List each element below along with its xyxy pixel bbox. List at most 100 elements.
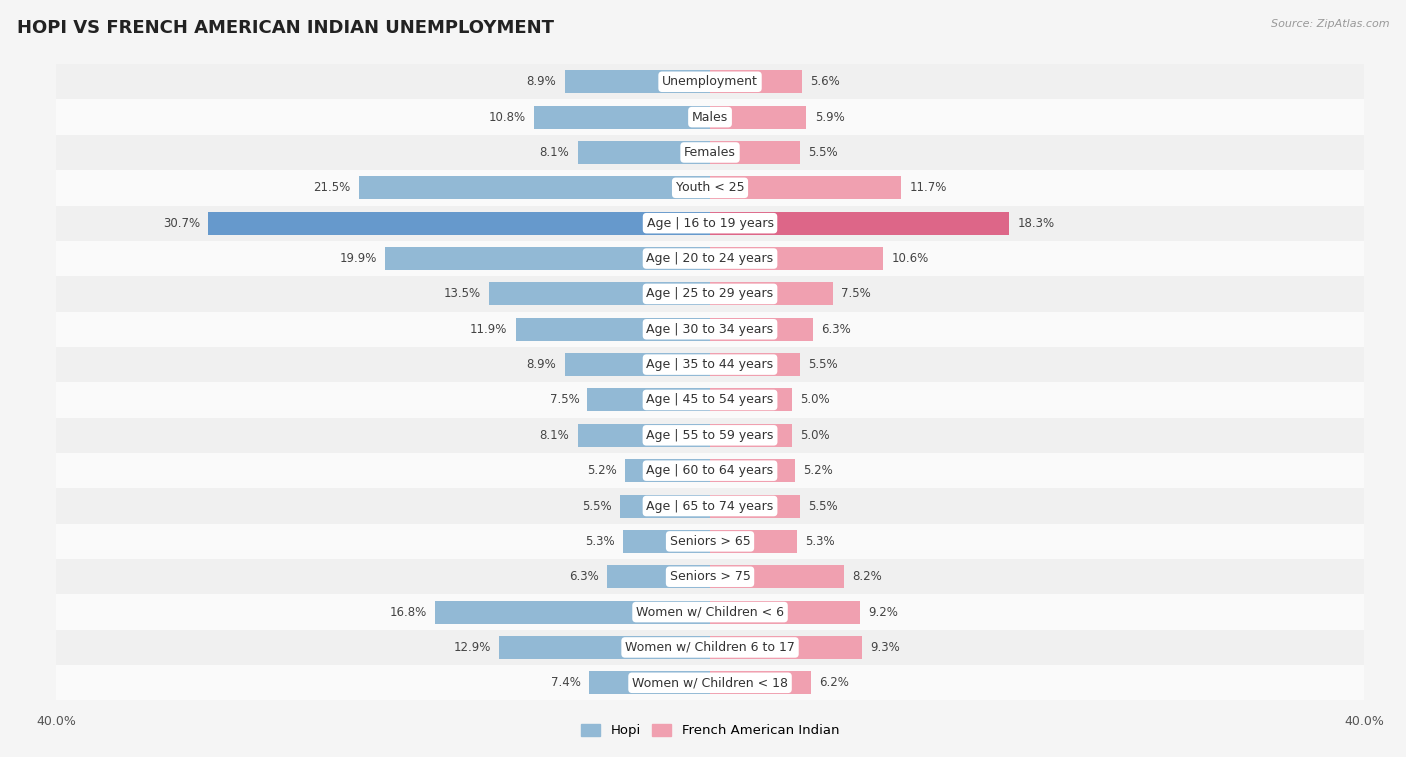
Bar <box>436 600 710 624</box>
Bar <box>56 453 1364 488</box>
Bar <box>56 170 1364 205</box>
Text: Seniors > 65: Seniors > 65 <box>669 535 751 548</box>
Bar <box>56 241 1364 276</box>
Text: 8.1%: 8.1% <box>540 146 569 159</box>
Bar <box>623 530 710 553</box>
Text: 5.3%: 5.3% <box>804 535 834 548</box>
Text: 8.1%: 8.1% <box>540 428 569 442</box>
Text: 21.5%: 21.5% <box>314 182 350 195</box>
Bar <box>710 282 832 305</box>
Bar <box>56 382 1364 418</box>
Text: 6.3%: 6.3% <box>569 570 599 583</box>
Bar <box>710 141 800 164</box>
Bar <box>589 671 710 694</box>
Bar <box>710 212 1010 235</box>
Bar <box>489 282 710 305</box>
Text: Age | 20 to 24 years: Age | 20 to 24 years <box>647 252 773 265</box>
Text: Males: Males <box>692 111 728 123</box>
Text: Age | 65 to 74 years: Age | 65 to 74 years <box>647 500 773 512</box>
Bar <box>710 70 801 93</box>
Bar <box>56 665 1364 700</box>
Text: 30.7%: 30.7% <box>163 217 200 229</box>
Text: 5.6%: 5.6% <box>810 75 839 89</box>
Bar <box>56 524 1364 559</box>
Text: 19.9%: 19.9% <box>339 252 377 265</box>
Bar <box>626 459 710 482</box>
Text: 6.2%: 6.2% <box>820 676 849 690</box>
Text: 5.2%: 5.2% <box>803 464 832 477</box>
Text: Age | 45 to 54 years: Age | 45 to 54 years <box>647 394 773 407</box>
Text: 9.2%: 9.2% <box>869 606 898 618</box>
Text: 11.9%: 11.9% <box>470 322 508 336</box>
Bar <box>710 247 883 270</box>
Text: 5.5%: 5.5% <box>808 146 838 159</box>
Bar <box>710 600 860 624</box>
Text: Age | 60 to 64 years: Age | 60 to 64 years <box>647 464 773 477</box>
Text: Women w/ Children < 6: Women w/ Children < 6 <box>636 606 785 618</box>
Text: 13.5%: 13.5% <box>444 288 481 301</box>
Bar <box>359 176 710 199</box>
Legend: Hopi, French American Indian: Hopi, French American Indian <box>575 718 845 743</box>
Text: Youth < 25: Youth < 25 <box>676 182 744 195</box>
Text: Females: Females <box>685 146 735 159</box>
Bar <box>56 205 1364 241</box>
Text: 10.6%: 10.6% <box>891 252 929 265</box>
Bar <box>607 565 710 588</box>
Bar <box>56 630 1364 665</box>
Bar <box>208 212 710 235</box>
Bar <box>565 70 710 93</box>
Bar <box>710 494 800 518</box>
Bar <box>56 418 1364 453</box>
Text: 5.5%: 5.5% <box>808 358 838 371</box>
Text: Age | 30 to 34 years: Age | 30 to 34 years <box>647 322 773 336</box>
Text: 11.7%: 11.7% <box>910 182 946 195</box>
Bar <box>56 135 1364 170</box>
Text: 5.5%: 5.5% <box>582 500 612 512</box>
Text: Age | 35 to 44 years: Age | 35 to 44 years <box>647 358 773 371</box>
Bar <box>56 347 1364 382</box>
Text: HOPI VS FRENCH AMERICAN INDIAN UNEMPLOYMENT: HOPI VS FRENCH AMERICAN INDIAN UNEMPLOYM… <box>17 19 554 37</box>
Bar <box>578 141 710 164</box>
Bar <box>56 594 1364 630</box>
Text: 5.3%: 5.3% <box>586 535 616 548</box>
Text: 5.0%: 5.0% <box>800 394 830 407</box>
Bar <box>56 312 1364 347</box>
Text: Unemployment: Unemployment <box>662 75 758 89</box>
Bar <box>710 565 844 588</box>
Bar <box>710 106 807 129</box>
Bar <box>499 636 710 659</box>
Text: Women w/ Children < 18: Women w/ Children < 18 <box>633 676 787 690</box>
Bar <box>533 106 710 129</box>
Bar <box>710 459 794 482</box>
Text: 9.3%: 9.3% <box>870 641 900 654</box>
Text: Age | 16 to 19 years: Age | 16 to 19 years <box>647 217 773 229</box>
Text: Age | 55 to 59 years: Age | 55 to 59 years <box>647 428 773 442</box>
Text: Seniors > 75: Seniors > 75 <box>669 570 751 583</box>
Text: 12.9%: 12.9% <box>454 641 491 654</box>
Bar <box>710 671 811 694</box>
Bar <box>710 530 797 553</box>
Text: 18.3%: 18.3% <box>1018 217 1054 229</box>
Bar <box>710 636 862 659</box>
Text: 7.4%: 7.4% <box>551 676 581 690</box>
Bar <box>620 494 710 518</box>
Bar <box>710 388 792 412</box>
Text: Women w/ Children 6 to 17: Women w/ Children 6 to 17 <box>626 641 794 654</box>
Bar <box>56 488 1364 524</box>
Bar <box>56 64 1364 99</box>
Text: 5.9%: 5.9% <box>814 111 845 123</box>
Text: Source: ZipAtlas.com: Source: ZipAtlas.com <box>1271 19 1389 29</box>
Text: 7.5%: 7.5% <box>550 394 579 407</box>
Bar <box>710 353 800 376</box>
Text: 8.2%: 8.2% <box>852 570 882 583</box>
Bar <box>710 318 813 341</box>
Text: 8.9%: 8.9% <box>527 75 557 89</box>
Bar <box>385 247 710 270</box>
Bar <box>710 176 901 199</box>
Text: 6.3%: 6.3% <box>821 322 851 336</box>
Text: 5.2%: 5.2% <box>588 464 617 477</box>
Bar <box>516 318 710 341</box>
Text: 16.8%: 16.8% <box>389 606 427 618</box>
Text: Age | 25 to 29 years: Age | 25 to 29 years <box>647 288 773 301</box>
Bar <box>56 99 1364 135</box>
